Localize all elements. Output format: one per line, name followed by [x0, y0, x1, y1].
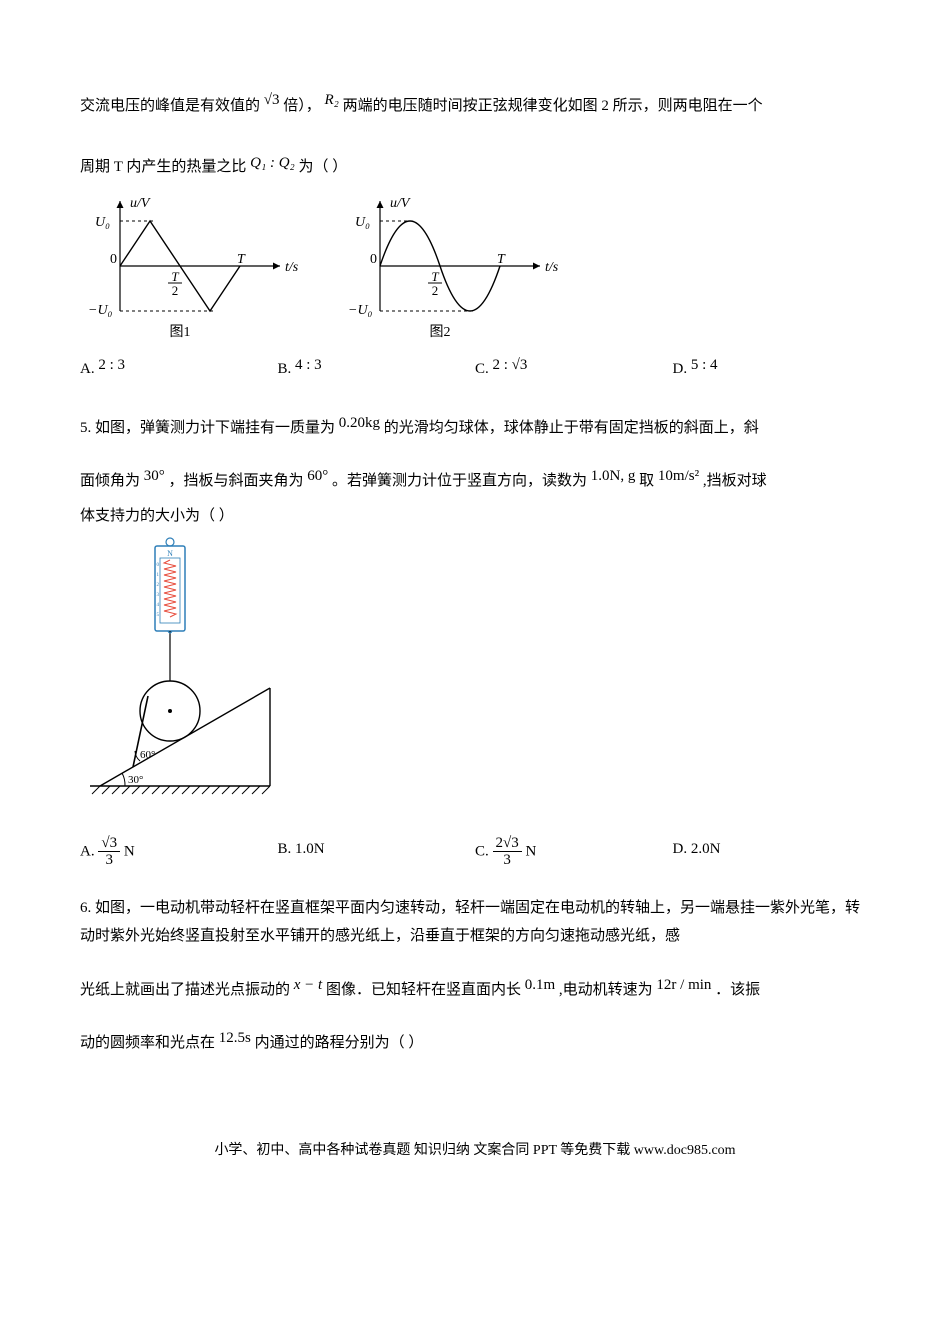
q5-d-val: 2.0N [691, 841, 721, 857]
q5-opt-d: D. 2.0N [673, 835, 871, 869]
q5-lead: 5. 如图，弹簧测力计下端挂有一质量为 [80, 420, 335, 436]
q4-opt-c: C. 2 : √3 [475, 351, 673, 384]
q6-line1: 6. 如图，一电动机带动轻杆在竖直框架平面内匀速转动，轻杆一端固定在电动机的转轴… [80, 894, 870, 951]
q5-mid5: ,挡板对球 [703, 473, 767, 489]
q4-mid1: 倍）， [283, 98, 321, 114]
q5-force: 1.0N, g [591, 468, 636, 484]
q4-text-line2: 周期 T 内产生的热量之比 Q₁ : Q₂ 为（ ） [80, 149, 870, 182]
q5-g: 10m/s² [658, 468, 699, 484]
q5-opt-c: C. 2√33 N [475, 835, 673, 869]
q6-lead: 6. 如图，一电动机带动轻杆在竖直框架平面内匀速转动，轻杆一端固定在电动机的转轴… [80, 900, 860, 945]
fig1-u0: U₀ [95, 215, 110, 230]
q5-mass: 0.20kg [339, 415, 380, 431]
svg-text:0: 0 [157, 563, 160, 568]
q4-d-val: 5 : 4 [691, 357, 718, 373]
fig2-xlabel: t/s [545, 260, 559, 275]
q5-c-den: 3 [493, 852, 522, 869]
q5-opt-b: B. 1.0N [278, 835, 476, 869]
q4-a-val: 2 : 3 [98, 357, 125, 373]
q5-line3-text: 体支持力的大小为（ ） [80, 508, 234, 524]
q6-line2: 光纸上就画出了描述光点振动的 x − t 图像．已知轻杆在竖直面内长 0.1m … [80, 971, 870, 1005]
q4-figures: u/V U₀ 0 −U₀ T 2 T t/s 图1 u/V U₀ 0 −U₀ T… [80, 191, 870, 341]
q5-a-den: 3 [98, 852, 120, 869]
q4-opt-d: D. 5 : 4 [673, 351, 871, 384]
q5-diagram: N 0 1 2 3 4 5 30° 60° [80, 536, 280, 816]
q5-angle30: 30° [128, 774, 143, 786]
svg-text:3: 3 [157, 593, 160, 598]
fig1-T: T [237, 252, 246, 267]
q6-line3a: 动的圆频率和光点在 [80, 1035, 215, 1051]
svg-text:2: 2 [157, 583, 160, 588]
q4-line2-post: 为（ ） [299, 159, 348, 175]
q5-line2: 面倾角为 30° ，挡板与斜面夹角为 60° 。若弹簧测力计位于竖直方向，读数为… [80, 462, 870, 496]
q6-mid1: 图像．已知轻杆在竖直面内长 [326, 982, 521, 998]
q6-len: 0.1m [525, 977, 555, 993]
q4-mid2: 两端的电压随时间按正弦规律变化如图 2 所示，则两电阻在一个 [343, 98, 763, 114]
q5-angle60: 60° [140, 749, 155, 761]
fig1-zero: 0 [110, 252, 117, 267]
fig2-nu0: −U₀ [348, 303, 373, 318]
q5-c-unit: N [526, 843, 537, 859]
fig1-t2-num: T [171, 269, 179, 284]
q4-line2-pre: 周期 T 内产生的热量之比 [80, 159, 246, 175]
fig2-ylabel: u/V [390, 196, 411, 211]
q6-rpm: 12r / min [656, 977, 711, 993]
q5-c-num: 2√3 [493, 835, 522, 853]
svg-text:5: 5 [157, 613, 160, 618]
q6-time: 12.5s [219, 1030, 251, 1046]
q4-c-val: 2 : √3 [493, 357, 528, 373]
q4-text-line1: 交流电压的峰值是有效值的 √3 倍）， R₂ 两端的电压随时间按正弦规律变化如图… [80, 86, 870, 121]
q6-line3b: 内通过的路程分别为（ ） [255, 1035, 424, 1051]
svg-text:1: 1 [157, 573, 160, 578]
q4-opt-b: B. 4 : 3 [278, 351, 476, 384]
fig1-caption: 图1 [170, 325, 191, 340]
q5-a-num: √3 [98, 835, 120, 853]
q5-mid3: 。若弹簧测力计位于竖直方向，读数为 [332, 473, 587, 489]
q4-text-pre: 交流电压的峰值是有效值的 [80, 98, 260, 114]
q5-a-unit: N [124, 843, 135, 859]
fig2-t2-den: 2 [432, 283, 439, 298]
q5-opt-a: A. √33 N [80, 835, 278, 869]
fig1-t2-den: 2 [172, 283, 179, 298]
q4-q-ratio: Q₁ : Q₂ [250, 155, 295, 171]
q6-xt: x − t [294, 977, 322, 993]
q5-line3: 体支持力的大小为（ ） [80, 502, 870, 531]
q5-mid4: 取 [639, 473, 654, 489]
fig2-u0: U₀ [355, 215, 370, 230]
q4-options: A. 2 : 3 B. 4 : 3 C. 2 : √3 D. 5 : 4 [80, 351, 870, 384]
q4-sqrt3: √3 [264, 92, 280, 108]
fig2-T: T [497, 252, 506, 267]
q5-a60: 60° [307, 468, 328, 484]
q6-mid2: ,电动机转速为 [559, 982, 653, 998]
q4-opt-a: A. 2 : 3 [80, 351, 278, 384]
svg-text:4: 4 [157, 603, 160, 608]
q5-scale-n: N [167, 549, 173, 558]
q5-a30: 30° [144, 468, 165, 484]
q5-mid1: 的光滑均匀球体，球体静止于带有固定挡板的斜面上，斜 [384, 420, 759, 436]
q6-line3: 动的圆频率和光点在 12.5s 内通过的路程分别为（ ） [80, 1024, 870, 1058]
fig1-xlabel: t/s [285, 260, 299, 275]
q5-mid2: ，挡板与斜面夹角为 [169, 473, 304, 489]
q5-line1: 5. 如图，弹簧测力计下端挂有一质量为 0.20kg 的光滑均匀球体，球体静止于… [80, 409, 870, 443]
q4-R2: R₂ [325, 92, 339, 108]
fig2-t2-num: T [431, 269, 439, 284]
q6-line2a: 光纸上就画出了描述光点振动的 [80, 982, 290, 998]
q5-b-val: 1.0N [295, 841, 325, 857]
page-footer: 小学、初中、高中各种试卷真题 知识归纳 文案合同 PPT 等免费下载 www.d… [80, 1138, 870, 1165]
fig1-nu0: −U₀ [88, 303, 113, 318]
q5-line2a: 面倾角为 [80, 473, 140, 489]
fig2-zero: 0 [370, 252, 377, 267]
q4-fig1: u/V U₀ 0 −U₀ T 2 T t/s 图1 [80, 191, 310, 341]
q5-options: A. √33 N B. 1.0N C. 2√33 N D. 2.0N [80, 835, 870, 869]
q6-mid3: ．该振 [715, 982, 760, 998]
fig1-ylabel: u/V [130, 196, 151, 211]
q4-fig2: u/V U₀ 0 −U₀ T 2 T t/s 图2 [340, 191, 570, 341]
fig2-caption: 图2 [430, 325, 451, 340]
q4-b-val: 4 : 3 [295, 357, 322, 373]
